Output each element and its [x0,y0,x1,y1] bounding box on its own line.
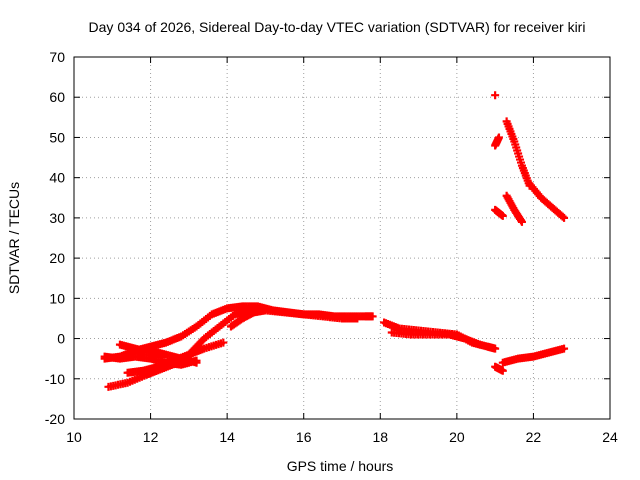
x-tick-label: 20 [449,429,465,445]
y-tick-label: -20 [45,411,65,427]
x-tick-label: 10 [66,429,82,445]
axis-ticks: 10 12 14 16 18 20 22 24 -20 -10 0 10 20 30 40 50 60 70 [45,49,618,445]
data-point [491,91,500,100]
data-point [475,340,484,349]
series-track-17 [502,191,526,226]
data-point [560,213,569,222]
series-track-11 [498,344,569,367]
series-track-7 [226,306,270,331]
series-track-14 [502,117,534,190]
data-point [353,314,362,323]
series-track-10 [491,362,507,375]
chart-title: Day 034 of 2026, Sidereal Day-to-day VTE… [89,19,586,35]
data-point [494,133,503,142]
data-point [219,338,228,347]
data-point [498,366,507,375]
y-tick-label: 50 [49,129,65,145]
grid [74,57,610,419]
y-tick-label: 40 [49,170,65,186]
x-tick-label: 12 [143,429,159,445]
data-point [517,217,526,226]
x-axis-label: GPS time / hours [287,458,394,474]
series-track-16 [491,205,507,220]
data-point [261,306,270,315]
series-track-6 [146,346,201,367]
data-point [368,312,377,321]
x-tick-label: 18 [372,429,388,445]
y-tick-label: 0 [57,331,65,347]
y-axis-label: SDTVAR / TECUs [6,182,22,294]
x-tick-label: 14 [219,429,235,445]
y-tick-label: 70 [49,49,65,65]
data-point [192,358,201,367]
data-point [491,344,500,353]
x-tick-label: 16 [296,429,312,445]
y-tick-label: 30 [49,210,65,226]
y-tick-label: -10 [45,371,65,387]
series-track-15 [525,179,569,222]
data-point [558,212,567,221]
x-tick-label: 24 [602,429,618,445]
plot-points [100,91,569,391]
series-track-9 [387,328,484,349]
y-tick-label: 60 [49,89,65,105]
series-track-13 [491,133,503,150]
data-point [560,344,569,353]
series-track-12 [491,91,500,100]
y-tick-label: 10 [49,290,65,306]
plot-frame [73,56,611,420]
y-tick-label: 20 [49,250,65,266]
data-point [498,211,507,220]
x-tick-label: 22 [526,429,542,445]
